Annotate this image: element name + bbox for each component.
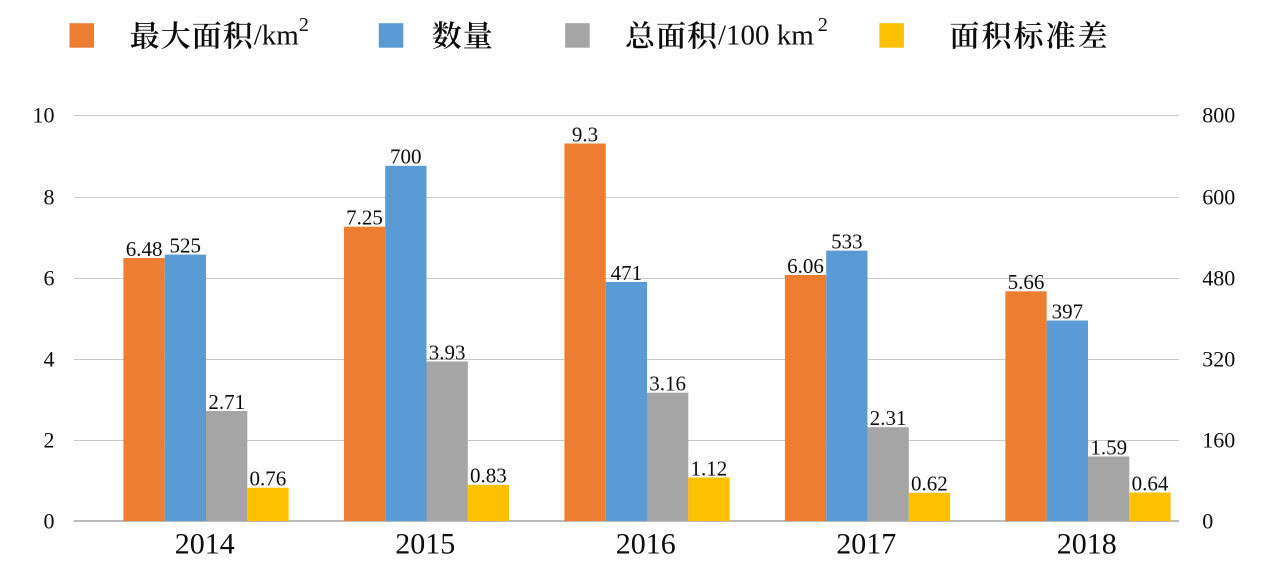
svg-text:1.12: 1.12 <box>691 456 728 480</box>
svg-text:8: 8 <box>44 184 55 209</box>
svg-text:10: 10 <box>33 103 55 128</box>
svg-text:2.71: 2.71 <box>208 390 245 414</box>
svg-text:6.48: 6.48 <box>126 237 163 261</box>
svg-text:0: 0 <box>44 509 55 534</box>
svg-text:4: 4 <box>44 347 55 372</box>
svg-text:533: 533 <box>831 229 863 253</box>
svg-text:2017: 2017 <box>836 528 896 561</box>
svg-text:0.83: 0.83 <box>470 464 507 488</box>
svg-text:2018: 2018 <box>1057 528 1117 561</box>
svg-text:160: 160 <box>1202 428 1235 453</box>
svg-text:0.64: 0.64 <box>1132 471 1169 495</box>
svg-text:480: 480 <box>1202 266 1235 291</box>
svg-text:700: 700 <box>390 145 422 169</box>
svg-text:2.31: 2.31 <box>870 406 907 430</box>
svg-text:800: 800 <box>1202 103 1235 128</box>
svg-text:600: 600 <box>1202 184 1235 209</box>
svg-text:/100 km2: /100 km 2 <box>718 14 828 52</box>
svg-text:5.66: 5.66 <box>1008 270 1045 294</box>
svg-text:397: 397 <box>1052 299 1084 323</box>
svg-text:7.25: 7.25 <box>346 206 383 230</box>
svg-text:320: 320 <box>1202 347 1235 372</box>
svg-text:6: 6 <box>44 266 55 291</box>
svg-text:6.06: 6.06 <box>787 254 824 278</box>
svg-text:2015: 2015 <box>395 528 455 561</box>
svg-text:3.16: 3.16 <box>649 372 686 396</box>
svg-text:2016: 2016 <box>616 528 676 561</box>
svg-text:1.59: 1.59 <box>1090 435 1127 459</box>
svg-text:0.62: 0.62 <box>911 472 948 496</box>
svg-text:2: 2 <box>44 428 55 453</box>
svg-text:525: 525 <box>170 233 202 257</box>
svg-text:471: 471 <box>611 261 643 285</box>
svg-text:9.3: 9.3 <box>572 122 598 146</box>
svg-text:0.76: 0.76 <box>250 467 287 491</box>
svg-text:0: 0 <box>1202 509 1213 534</box>
svg-text:2014: 2014 <box>175 528 235 561</box>
svg-text:3.93: 3.93 <box>429 340 466 364</box>
